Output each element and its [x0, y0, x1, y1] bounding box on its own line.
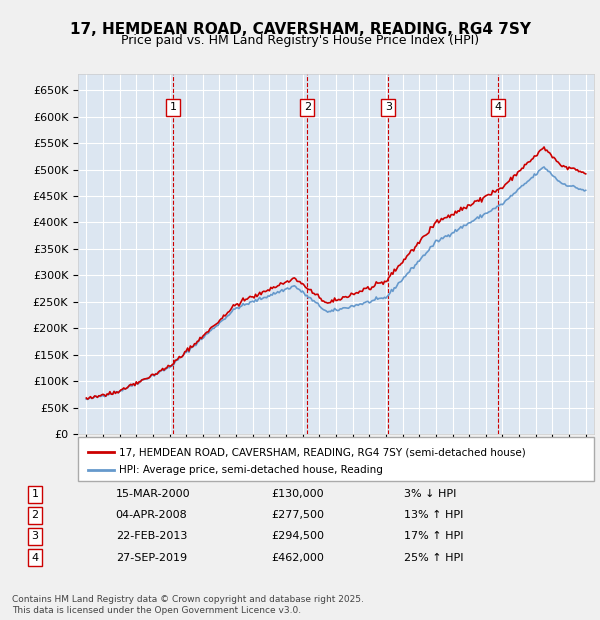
Text: 22-FEB-2013: 22-FEB-2013: [116, 531, 187, 541]
Text: 17, HEMDEAN ROAD, CAVERSHAM, READING, RG4 7SY: 17, HEMDEAN ROAD, CAVERSHAM, READING, RG…: [70, 22, 530, 37]
Text: 2: 2: [304, 102, 311, 112]
Text: 13% ↑ HPI: 13% ↑ HPI: [404, 510, 463, 520]
Text: 3: 3: [385, 102, 392, 112]
Text: 27-SEP-2019: 27-SEP-2019: [116, 552, 187, 562]
Text: 15-MAR-2000: 15-MAR-2000: [116, 489, 190, 499]
Text: 2: 2: [31, 510, 38, 520]
Text: 3% ↓ HPI: 3% ↓ HPI: [404, 489, 456, 499]
Text: Contains HM Land Registry data © Crown copyright and database right 2025.
This d: Contains HM Land Registry data © Crown c…: [12, 595, 364, 614]
Text: Price paid vs. HM Land Registry's House Price Index (HPI): Price paid vs. HM Land Registry's House …: [121, 34, 479, 47]
Text: 04-APR-2008: 04-APR-2008: [116, 510, 187, 520]
Text: 17% ↑ HPI: 17% ↑ HPI: [404, 531, 463, 541]
Text: 1: 1: [32, 489, 38, 499]
Text: 4: 4: [494, 102, 502, 112]
Text: 17, HEMDEAN ROAD, CAVERSHAM, READING, RG4 7SY (semi-detached house): 17, HEMDEAN ROAD, CAVERSHAM, READING, RG…: [119, 447, 526, 458]
Text: 3: 3: [32, 531, 38, 541]
Text: 1: 1: [169, 102, 176, 112]
Text: £277,500: £277,500: [271, 510, 324, 520]
FancyBboxPatch shape: [78, 437, 594, 480]
Text: HPI: Average price, semi-detached house, Reading: HPI: Average price, semi-detached house,…: [119, 464, 383, 475]
Text: £130,000: £130,000: [271, 489, 324, 499]
Text: £462,000: £462,000: [271, 552, 324, 562]
Text: £294,500: £294,500: [271, 531, 324, 541]
Text: 4: 4: [31, 552, 38, 562]
Text: 25% ↑ HPI: 25% ↑ HPI: [404, 552, 463, 562]
